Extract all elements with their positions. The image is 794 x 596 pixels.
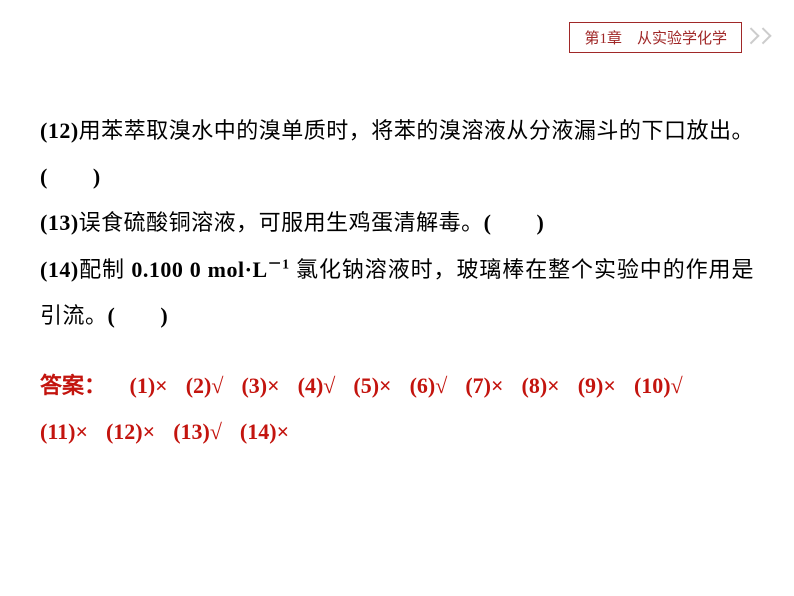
answers-label: 答案：	[40, 373, 106, 398]
answer-item: (10)√	[634, 363, 683, 409]
question-number: (14)	[40, 257, 79, 282]
answer-item: (14)×	[240, 409, 289, 455]
question-text: 误食硫酸铜溶液，可服用生鸡蛋清解毒。	[79, 210, 484, 235]
answer-item: (6)√	[410, 363, 448, 409]
question-text: 用苯萃取溴水中的溴单质时，将苯的溴溶液从分液漏斗的下口放出。	[79, 118, 754, 143]
chapter-label: 第1章 从实验学化学	[569, 22, 742, 53]
answer-blank: ( )	[484, 210, 545, 235]
question-number: (13)	[40, 210, 79, 235]
question-13: (13)误食硫酸铜溶液，可服用生鸡蛋清解毒。( )	[40, 200, 754, 246]
answer-item: (5)×	[353, 363, 391, 409]
formula-value: 0.100 0 mol·L	[131, 257, 267, 282]
chevron-right-icon	[760, 27, 772, 49]
answer-item: (12)×	[106, 409, 155, 455]
answer-item: (1)×	[130, 363, 168, 409]
answer-item: (2)√	[186, 363, 224, 409]
answer-blank: ( )	[40, 164, 101, 189]
answer-item: (13)√	[173, 409, 222, 455]
chapter-header: 第1章 从实验学化学	[569, 22, 772, 53]
chevron-decor	[748, 27, 772, 49]
answer-item: (11)×	[40, 409, 88, 455]
answer-item: (9)×	[578, 363, 616, 409]
question-14: (14)配制 0.100 0 mol·L－1 氯化钠溶液时，玻璃棒在整个实验中的…	[40, 247, 754, 339]
formula-exponent: －1	[268, 257, 290, 272]
question-number: (12)	[40, 118, 79, 143]
answer-item: (8)×	[522, 363, 560, 409]
page-content: (12)用苯萃取溴水中的溴单质时，将苯的溴溶液从分液漏斗的下口放出。 ( ) (1…	[40, 108, 754, 455]
answer-blank: ( )	[108, 303, 169, 328]
answer-item: (7)×	[465, 363, 503, 409]
question-12: (12)用苯萃取溴水中的溴单质时，将苯的溴溶液从分液漏斗的下口放出。 ( )	[40, 108, 754, 200]
question-text-prefix: 配制	[79, 257, 132, 282]
answer-item: (4)√	[298, 363, 336, 409]
answers-line: 答案： (1)× (2)√ (3)× (4)√ (5)× (6)√ (7)× (8)× (9)×…	[40, 363, 754, 455]
answer-item: (3)×	[241, 363, 279, 409]
